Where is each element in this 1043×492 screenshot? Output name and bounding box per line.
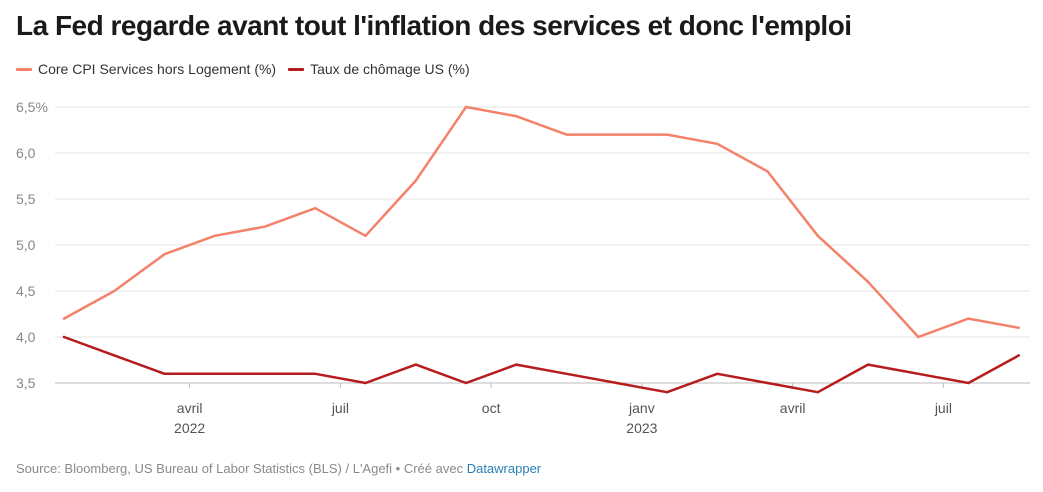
core-cpi-point [62, 317, 66, 320]
legend-swatch-core-cpi [16, 67, 32, 71]
legend-swatch-unemployment [288, 67, 305, 71]
x-tick-year-label: 2023 [626, 420, 657, 436]
unemployment-point [414, 363, 417, 366]
unemployment-point [364, 381, 367, 385]
y-tick-label: 4,0 [16, 329, 36, 345]
core-cpi-point [766, 170, 769, 173]
unemployment-point [464, 381, 468, 385]
chart-footer: Source: Bloomberg, US Bureau of Labor St… [16, 461, 541, 476]
legend-item-unemployment: Taux de chômage US (%) [288, 61, 470, 77]
core-cpi-point [414, 179, 417, 182]
unemployment-point [766, 381, 769, 385]
unemployment-point [816, 391, 819, 394]
unemployment-point [314, 372, 317, 375]
x-tick-label: oct [482, 400, 501, 416]
unemployment-point [263, 372, 267, 375]
series-line-unemployment [62, 335, 1021, 394]
core-cpi-point [917, 335, 920, 339]
core-cpi-point [364, 234, 367, 237]
unemployment-point [866, 363, 870, 366]
x-tick-label: avril [177, 400, 203, 416]
unemployment-point [113, 354, 116, 357]
unemployment-point [62, 335, 66, 339]
series-line-core-cpi [62, 105, 1021, 339]
chart-legend: Core CPI Services hors Logement (%) Taux… [16, 61, 482, 77]
core-cpi-point [113, 289, 116, 293]
y-tick-label: 4,5 [16, 283, 36, 299]
core-cpi-point [816, 234, 819, 237]
core-cpi-point [263, 225, 267, 228]
y-tick-label: 5,0 [16, 237, 36, 253]
y-tick-label: 5,5 [16, 191, 36, 207]
x-tick-label: janv [628, 400, 655, 416]
core-cpi-point [866, 280, 870, 283]
unemployment-point [565, 372, 568, 375]
core-cpi-point [716, 142, 719, 145]
unemployment-point [213, 372, 216, 375]
core-cpi-point [967, 317, 970, 320]
core-cpi-point [314, 207, 317, 210]
x-tick-label: avril [780, 400, 806, 416]
unemployment-point [615, 381, 618, 385]
core-cpi-point [615, 133, 618, 136]
core-cpi-point [213, 234, 216, 237]
core-cpi-point [464, 105, 468, 109]
footer-source: Source: Bloomberg, US Bureau of Labor St… [16, 461, 467, 476]
legend-label-core-cpi: Core CPI Services hors Logement (%) [38, 61, 277, 77]
y-tick-label: 3,5 [16, 375, 36, 391]
y-tick-label: 6,0 [16, 145, 36, 161]
legend-item-core-cpi: Core CPI Services hors Logement (%) [16, 61, 276, 77]
unemployment-point [665, 391, 669, 394]
unemployment-point [1017, 354, 1020, 357]
legend-label-unemployment: Taux de chômage US (%) [310, 61, 470, 77]
datawrapper-link[interactable]: Datawrapper [466, 461, 542, 476]
unemployment-point [917, 372, 920, 375]
unemployment-point [967, 381, 970, 385]
unemployment-point [163, 372, 166, 375]
x-tick-label: juil [934, 400, 952, 416]
unemployment-point [716, 372, 719, 375]
unemployment-point [515, 363, 518, 366]
chart-title: La Fed regarde avant tout l'inflation de… [16, 10, 852, 41]
y-tick-label: 6,5% [16, 99, 48, 115]
core-cpi-point [1017, 326, 1020, 329]
core-cpi-point [565, 133, 568, 136]
x-tick-year-label: 2022 [174, 420, 205, 436]
x-tick-label: juil [331, 400, 349, 416]
core-cpi-point [163, 253, 166, 256]
core-cpi-point [515, 115, 518, 118]
core-cpi-point [665, 133, 669, 136]
